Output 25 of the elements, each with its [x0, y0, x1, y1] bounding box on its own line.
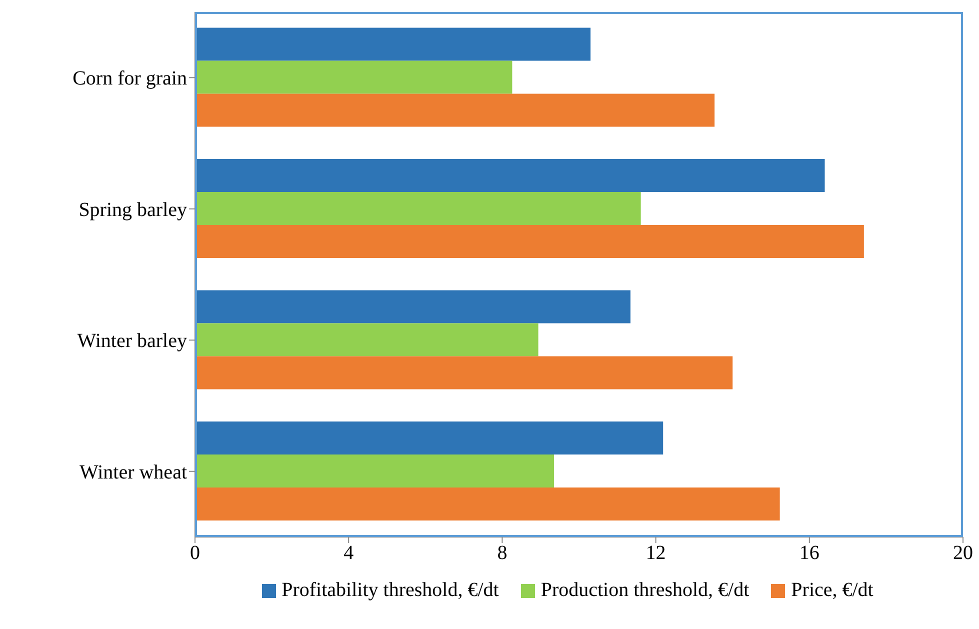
- bar: [195, 323, 538, 356]
- bar: [195, 192, 641, 225]
- x-tick-label: 20: [953, 542, 973, 564]
- bar: [195, 454, 554, 488]
- x-tick-label: 8: [497, 542, 508, 564]
- y-tick-label: Corn for grain: [72, 68, 187, 90]
- bar: [195, 60, 512, 94]
- bar: [195, 422, 664, 454]
- bar: [195, 356, 733, 390]
- x-tick-label: 4: [344, 542, 354, 564]
- legend-label: Production threshold, €/dt: [540, 579, 750, 602]
- bar: [195, 488, 780, 520]
- x-tick-label: 0: [190, 542, 200, 564]
- bar: [195, 94, 715, 127]
- x-tick-label: 16: [799, 542, 820, 564]
- y-tick-label: Spring barley: [78, 198, 187, 221]
- bar: [195, 225, 864, 258]
- bar: [195, 290, 630, 324]
- legend-label: Profitability threshold, €/dt: [282, 579, 499, 602]
- x-tick-label: 12: [646, 542, 666, 564]
- y-tick-label: Winter wheat: [80, 461, 188, 484]
- bar: [195, 28, 591, 61]
- bar: [195, 159, 825, 192]
- y-tick-label: Winter barley: [77, 330, 187, 352]
- legend-label: Price, €/dt: [791, 579, 874, 602]
